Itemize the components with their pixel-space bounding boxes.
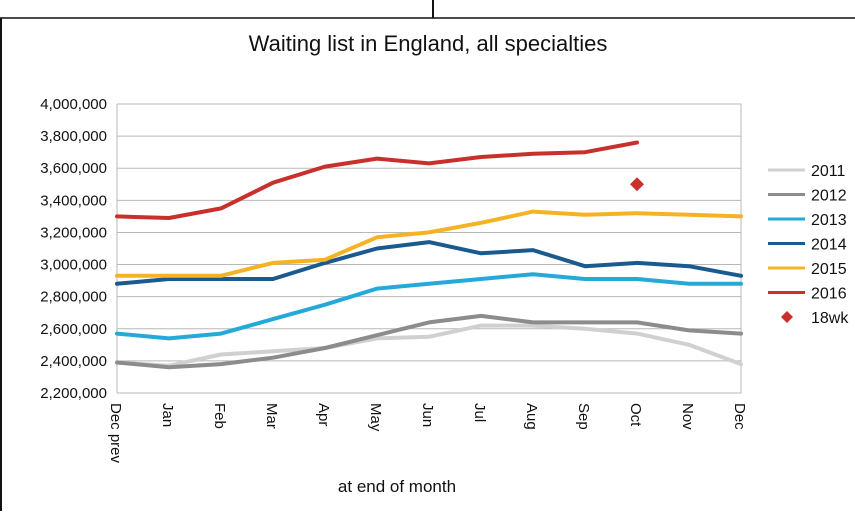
y-tick-label: 3,400,000: [40, 192, 107, 209]
legend: 2011 2012 2013 2014 2015 2016 18wk: [768, 163, 849, 327]
legend-label-2012: 2012: [811, 188, 847, 205]
gridlines: [116, 103, 742, 394]
markers: [630, 177, 644, 192]
series-line-2016: [115, 140, 639, 220]
series-line-2015: [115, 209, 743, 278]
series-line-2011: [115, 323, 743, 368]
legend-swatch-18wk: [781, 311, 793, 323]
y-tick-label: 2,800,000: [40, 289, 107, 306]
series-line-2013: [115, 272, 743, 341]
x-tick-labels: Dec prev Jan Feb Mar Apr May Jun Jul Aug Sep Oct No…: [107, 403, 748, 464]
y-tick-labels: 2,200,000 2,400,000 2,600,000 2,800,000 3,00…: [40, 96, 107, 402]
marker-18wk: [630, 177, 644, 192]
y-tick-label: 4,000,000: [40, 96, 107, 113]
x-tick-label: Dec prev: [107, 403, 124, 464]
y-tick-label: 3,800,000: [40, 128, 107, 145]
legend-label-2014: 2014: [811, 237, 847, 254]
x-tick-label: Nov: [679, 403, 696, 430]
series-line-2014: [115, 240, 743, 286]
x-tick-label: Mar: [263, 403, 280, 429]
y-tick-label: 2,200,000: [40, 385, 107, 402]
x-tick-label: Jul: [471, 403, 488, 422]
y-tick-label: 3,600,000: [40, 160, 107, 177]
legend-label-2011: 2011: [811, 163, 846, 180]
x-tick-label: Dec: [731, 403, 748, 430]
legend-label-18wk: 18wk: [811, 310, 849, 327]
x-tick-label: Jun: [419, 403, 436, 427]
chart-title: Waiting list in England, all specialties: [249, 31, 608, 56]
x-tick-label: Sep: [575, 403, 592, 430]
x-tick-label: Apr: [315, 403, 332, 426]
legend-label-2016: 2016: [811, 286, 847, 303]
y-tick-label: 2,600,000: [40, 321, 107, 338]
y-tick-label: 3,200,000: [40, 224, 107, 241]
y-tick-label: 2,400,000: [40, 353, 107, 370]
x-axis-label: at end of month: [338, 477, 456, 496]
x-tick-label: Jan: [159, 403, 176, 427]
y-tick-label: 3,000,000: [40, 257, 107, 274]
legend-label-2015: 2015: [811, 261, 847, 278]
x-tick-label: Aug: [523, 403, 540, 430]
x-tick-label: Feb: [211, 403, 228, 429]
series-lines: [115, 140, 743, 370]
series-line-2012: [115, 313, 743, 370]
x-tick-label: Oct: [627, 403, 644, 427]
x-tick-label: May: [367, 403, 384, 432]
legend-label-2013: 2013: [811, 212, 847, 229]
